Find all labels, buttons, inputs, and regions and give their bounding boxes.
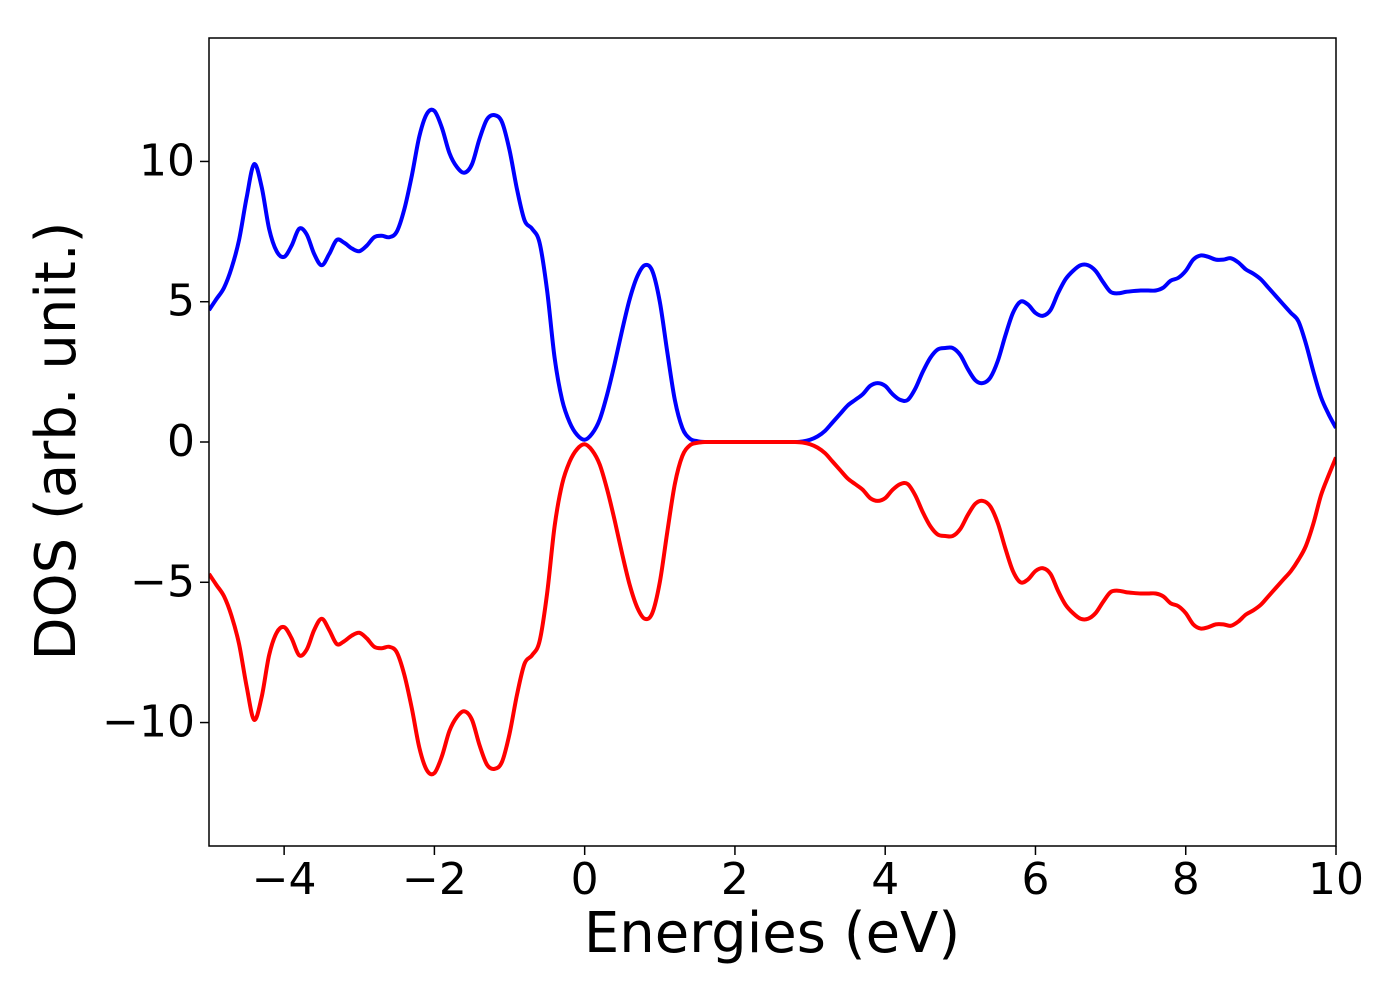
series-line (209, 439, 1336, 777)
x-tick-label: −2 (402, 854, 467, 905)
x-tick-label: 0 (571, 854, 599, 905)
y-tick-label: 0 (167, 416, 195, 467)
plot-frame (208, 37, 1337, 847)
y-tick-label: 5 (167, 276, 195, 327)
x-tick-label: 10 (1308, 854, 1364, 905)
x-tick-label: 4 (871, 854, 899, 905)
x-tick-label: 6 (1021, 854, 1049, 905)
y-axis-label: DOS (arb. unit.) (24, 221, 89, 660)
x-tick-label: 2 (721, 854, 749, 905)
x-tick-label: −4 (252, 854, 317, 905)
y-tick-label: 10 (139, 135, 195, 186)
y-tick-label: −5 (130, 556, 195, 607)
y-tick-label: −10 (102, 697, 195, 748)
x-axis-label: Energies (eV) (584, 901, 960, 966)
x-tick-label: 8 (1172, 854, 1200, 905)
